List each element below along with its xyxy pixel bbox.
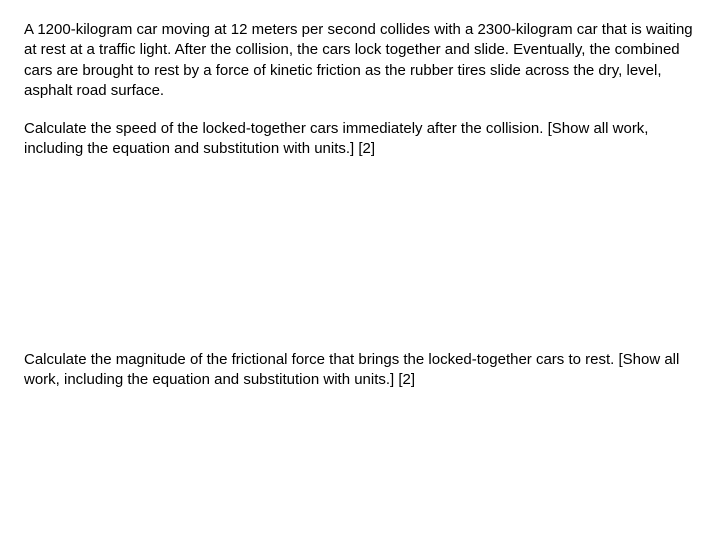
worksheet-page: A 1200-kilogram car moving at 12 meters … xyxy=(0,0,720,540)
scenario-text: A 1200-kilogram car moving at 12 meters … xyxy=(24,20,696,101)
spacer xyxy=(24,101,696,119)
question-1: Calculate the speed of the locked-togeth… xyxy=(24,119,696,160)
question-2: Calculate the magnitude of the frictiona… xyxy=(24,350,696,391)
work-space-1 xyxy=(24,160,696,350)
